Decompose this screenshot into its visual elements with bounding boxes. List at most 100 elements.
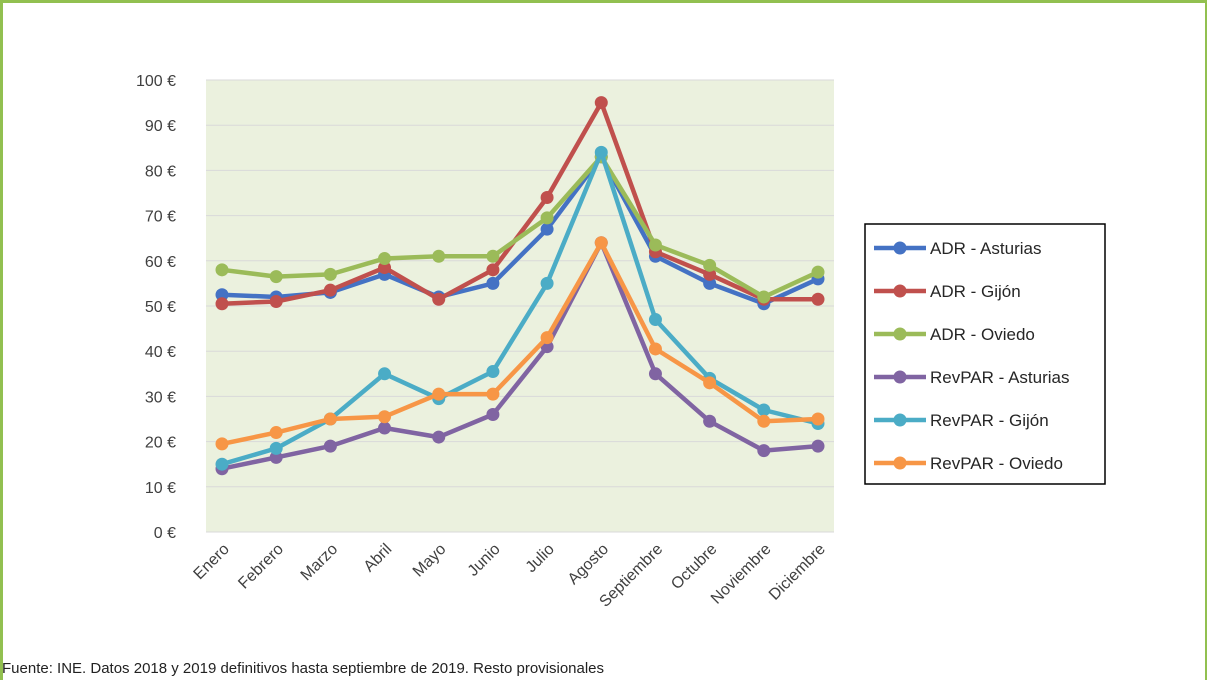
data-point [648,238,662,252]
data-point [269,294,283,308]
y-tick-label: 80 € [145,163,176,180]
x-tick-label: Enero [191,541,233,583]
data-point [269,426,283,440]
series-lines [215,96,825,476]
x-tick-label: Octubre [668,541,720,593]
data-point [323,283,337,297]
x-tick-label: Diciembre [766,541,829,604]
legend-swatch-marker [893,456,907,470]
data-point [378,252,392,266]
data-point [703,267,717,281]
legend-entry: ADR - Oviedo [930,325,1035,344]
y-tick-label: 10 € [145,480,176,497]
y-tick-label: 60 € [145,254,176,271]
data-point [323,412,337,426]
data-point [811,292,825,306]
series-line [221,240,819,447]
x-tick-label: Abril [361,541,396,576]
legend-entry: RevPAR - Oviedo [930,454,1063,473]
data-point [432,292,446,306]
y-tick-label: 0 € [154,525,176,542]
x-axis-ticks: Enero Febrero Marzo Abril Mayo Junio Julio Agos… [191,541,829,611]
data-point [648,313,662,327]
data-point [594,96,608,110]
series-line [221,154,819,300]
data-point [594,236,608,250]
data-point [811,439,825,453]
data-point [703,258,717,272]
data-point [378,421,392,435]
y-tick-label: 30 € [145,389,176,406]
legend-entry: ADR - Asturias [930,239,1041,258]
data-point [215,263,229,277]
data-point [703,414,717,428]
gridlines [206,79,834,533]
data-point [269,450,283,464]
x-tick-label: Junio [465,541,504,580]
data-point [757,414,771,428]
data-point [486,365,500,379]
data-point [378,410,392,424]
data-point [486,276,500,290]
data-point [648,342,662,356]
y-tick-label: 90 € [145,118,176,135]
y-tick-label: 50 € [145,299,176,316]
data-point [540,276,554,290]
data-point [432,249,446,263]
source-note: Fuente: INE. Datos 2018 y 2019 definitiv… [2,660,605,677]
y-tick-label: 20 € [145,435,176,452]
legend-swatch-marker [893,370,907,384]
data-point [215,297,229,311]
data-point [323,439,337,453]
legend-swatch-marker [893,413,907,427]
data-point [594,145,608,159]
data-point [540,191,554,205]
data-point [703,276,717,290]
data-point [486,249,500,263]
series-line [221,240,819,471]
x-tick-label: Agosto [565,541,612,588]
series-5 [215,236,825,451]
data-point [215,457,229,471]
data-point [486,387,500,401]
data-point [323,267,337,281]
series-line [221,100,818,306]
x-tick-label: Mayo [410,541,450,581]
data-point [215,288,229,302]
data-point [486,263,500,277]
data-point [757,290,771,304]
data-point [757,403,771,417]
legend-box [864,223,1106,485]
data-point [703,376,717,390]
data-point [269,441,283,455]
y-tick-label: 40 € [145,344,176,361]
data-point [432,387,446,401]
data-point [540,211,554,225]
data-point [648,367,662,381]
x-tick-label: Marzo [298,541,342,585]
legend-entry: RevPAR - Gijón [930,411,1049,430]
x-tick-label: Julio [523,541,558,576]
data-point [215,437,229,451]
data-point [378,367,392,381]
data-point [757,444,771,458]
legend-swatch-marker [893,241,907,255]
data-point [378,261,392,275]
data-point [540,222,554,236]
y-tick-label: 70 € [145,209,176,226]
data-point [811,412,825,426]
series-3 [215,236,825,476]
y-tick-label: 100 € [136,73,176,90]
data-point [811,265,825,279]
data-point [269,270,283,284]
legend-swatch-marker [893,327,907,341]
data-point [540,331,554,345]
legend-swatch-marker [893,284,907,298]
y-axis-ticks: 0 € 10 € 20 € 30 € 40 € 50 € 60 € 70 € 80 € 90 € 1… [136,73,176,542]
legend-entry: ADR - Gijón [930,282,1021,301]
series-line [221,150,819,467]
x-tick-label: Febrero [235,541,287,593]
data-point [432,430,446,444]
